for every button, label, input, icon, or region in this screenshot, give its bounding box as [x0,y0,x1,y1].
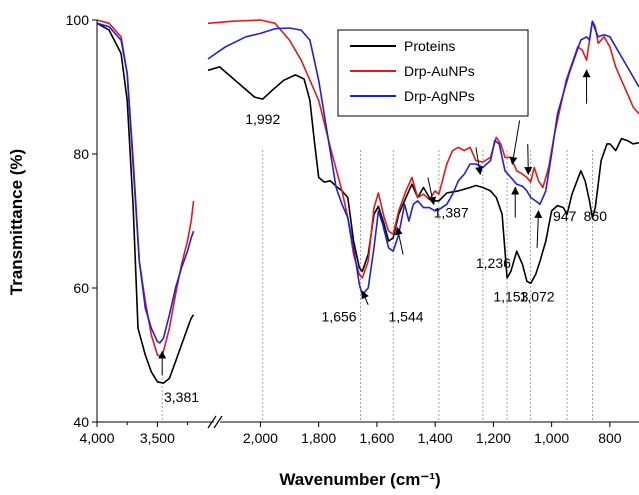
annotation-arrow-6 [524,143,533,176]
y-axis-title: Transmittance (%) [7,149,26,295]
peak-label-8: 860 [584,208,608,224]
peak-label-2: 1,544 [389,309,424,325]
series-line-proteins-1 [207,66,639,285]
peak-label-1: 1,656 [322,309,357,325]
guide-lines [161,150,593,422]
legend-box [337,29,529,117]
x-axis-title: Wavenumber (cm⁻¹) [279,470,440,489]
series-line-drp-agnps-1 [207,20,639,296]
peak-label-7: 947 [553,208,577,224]
axes [92,19,639,429]
peak-label-9: 3,381 [164,389,199,405]
y-tick-label-60: 60 [73,280,89,296]
peak-label-4: 1,236 [476,255,511,271]
axis-break-mark-2 [213,415,223,429]
series-line-drp-agnps-0 [96,22,195,344]
series-lines [96,19,639,384]
x-tick-label-1400: 1,400 [418,430,453,446]
annotation-arrow-2 [427,177,437,206]
x-tick-label-2000: 2,000 [243,430,278,446]
y-tick-label-100: 100 [66,12,90,28]
peak-label-3: 1,387 [434,205,469,221]
tick-labels: 40 60 80 100 4,000 3,500 2,000 1,800 1,600 1,400 1… [66,12,622,446]
annotation-arrow-0 [361,290,369,305]
legend: Proteins Drp-AuNPs Drp-AgNPs [337,29,529,117]
x-tick-label-1800: 1,800 [301,430,336,446]
series-line-proteins-0 [96,22,195,384]
y-tick-label-80: 80 [73,146,89,162]
annotation-arrow-7 [534,209,543,248]
annotation-arrow-4 [509,120,521,166]
peak-label-5: 1,153 [493,288,528,304]
x-tick-label-1200: 1,200 [476,430,511,446]
x-tick-label-1000: 1,000 [534,430,569,446]
legend-label-drp-aunps: Drp-AuNPs [404,63,475,79]
peak-label-0: 1,992 [245,111,280,127]
annotation-arrows [158,69,591,376]
x-tick-label-800: 800 [598,430,622,446]
y-tick-label-40: 40 [73,414,89,430]
axis-break-mark-1 [207,415,217,429]
peak-label-6: 1,072 [520,288,555,304]
x-tick-label-3500: 3,500 [140,430,175,446]
x-tick-label-4000: 4,000 [79,430,114,446]
x-tick-label-1600: 1,600 [359,430,394,446]
legend-label-drp-agnps: Drp-AgNPs [404,88,475,104]
legend-label-proteins: Proteins [404,38,455,54]
annotation-arrow-3 [475,147,484,176]
annotation-arrow-1 [394,226,404,255]
